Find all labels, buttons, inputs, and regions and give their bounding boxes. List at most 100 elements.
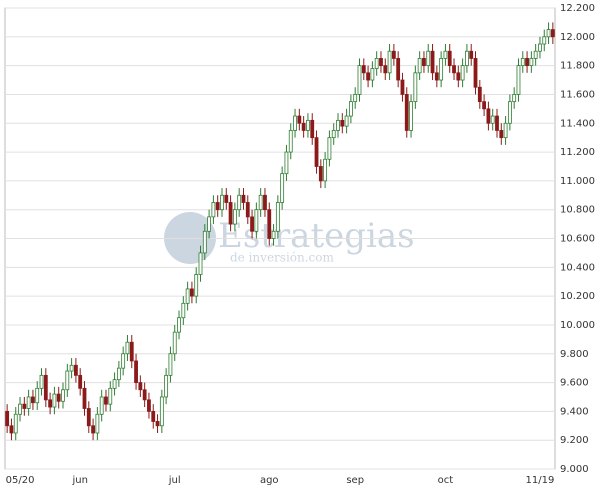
candle-body — [477, 86, 482, 103]
y-tick-label: 10.200 — [560, 291, 595, 302]
candle-body — [499, 130, 504, 139]
candle-body — [211, 202, 216, 218]
candle-body — [443, 50, 448, 59]
candle-body — [318, 166, 323, 182]
candle-body — [340, 119, 345, 127]
candle-body — [207, 216, 212, 232]
candle-body — [323, 158, 328, 182]
x-tick-label: jun — [71, 475, 87, 486]
candle-body — [396, 58, 401, 81]
candle-body — [181, 302, 186, 319]
candle-body — [61, 389, 65, 402]
y-tick-label: 9.600 — [560, 378, 589, 389]
candle-body — [550, 29, 555, 38]
candle-body — [172, 331, 177, 355]
candle-body — [361, 65, 366, 74]
candle-body — [357, 65, 362, 95]
candle-body — [284, 151, 289, 175]
y-tick-label: 11.800 — [560, 61, 595, 72]
candle-body — [280, 173, 285, 203]
candle-body — [224, 194, 229, 203]
candle-body — [258, 194, 263, 211]
candle-body — [232, 209, 237, 225]
candle-body — [336, 119, 340, 131]
y-tick-label: 10.800 — [560, 205, 595, 216]
candle-body — [473, 58, 478, 88]
candle-body — [417, 58, 422, 74]
x-tick-label: sep — [346, 475, 364, 486]
candle-body — [327, 137, 332, 160]
candle-body — [512, 94, 517, 103]
candle-body — [430, 50, 435, 74]
candle-body — [482, 101, 487, 110]
candle-body — [353, 94, 358, 103]
candle-body — [426, 50, 431, 67]
candle-body — [95, 413, 100, 434]
candle-body — [220, 194, 224, 211]
candle-body — [383, 65, 388, 74]
candle-body — [177, 317, 181, 333]
x-tick-label: jul — [168, 475, 181, 486]
candle-body — [31, 396, 35, 404]
y-tick-label: 10.000 — [560, 320, 595, 331]
candle-body — [82, 387, 87, 409]
candle-body — [65, 370, 70, 391]
y-tick-label: 12.200 — [560, 3, 595, 14]
candle-body — [525, 58, 529, 67]
candle-body — [121, 353, 126, 369]
candle-body — [241, 194, 246, 203]
candle-body — [503, 122, 508, 139]
candle-body — [546, 29, 551, 38]
candle-body — [237, 194, 242, 211]
candle-body — [344, 115, 349, 127]
candle-body — [198, 252, 203, 275]
candle-body — [439, 58, 444, 81]
candle-body — [125, 341, 130, 355]
candle-body — [138, 382, 143, 391]
candle-body — [52, 393, 57, 408]
candle-body — [297, 115, 302, 124]
candle-body — [108, 387, 113, 405]
candle-body — [293, 115, 297, 131]
candle-body — [56, 393, 61, 402]
candle-body — [202, 230, 207, 254]
candle-body — [190, 288, 194, 297]
candle-body — [409, 101, 413, 131]
candle-body — [228, 202, 233, 225]
y-tick-label: 9.800 — [560, 349, 589, 360]
candle-body — [516, 65, 521, 95]
candle-body — [495, 115, 499, 131]
y-tick-label: 12.000 — [560, 32, 595, 43]
candle-body — [314, 137, 319, 167]
y-tick-label: 11.400 — [560, 118, 595, 129]
candle-body — [331, 130, 336, 139]
candle-body — [400, 79, 405, 95]
candle-body — [507, 101, 512, 124]
y-tick-label: 10.400 — [560, 262, 595, 273]
candle-body — [22, 403, 27, 409]
candle-body — [147, 399, 151, 412]
candle-body — [151, 410, 156, 422]
candle-body — [301, 122, 306, 131]
candle-body — [254, 209, 259, 232]
y-tick-label: 11.600 — [560, 89, 595, 100]
candle-body — [533, 50, 538, 59]
watermark-subtext: de inversión.com — [230, 251, 334, 265]
y-tick-label: 9.400 — [560, 406, 589, 417]
candle-body — [486, 108, 491, 124]
candle-body — [490, 115, 495, 124]
candle-body — [73, 364, 78, 376]
x-tick-label: 05/20 — [6, 475, 35, 486]
candle-body — [542, 36, 547, 45]
candle-body — [391, 50, 396, 59]
candle-body — [520, 58, 525, 67]
candle-body — [434, 72, 439, 81]
x-tick-label: oct — [438, 475, 454, 486]
y-tick-label: 9.200 — [560, 435, 589, 446]
candle-body — [26, 396, 31, 409]
candle-body — [529, 58, 534, 67]
candle-body — [194, 274, 199, 297]
candle-body — [366, 72, 370, 81]
candle-body — [465, 50, 469, 67]
